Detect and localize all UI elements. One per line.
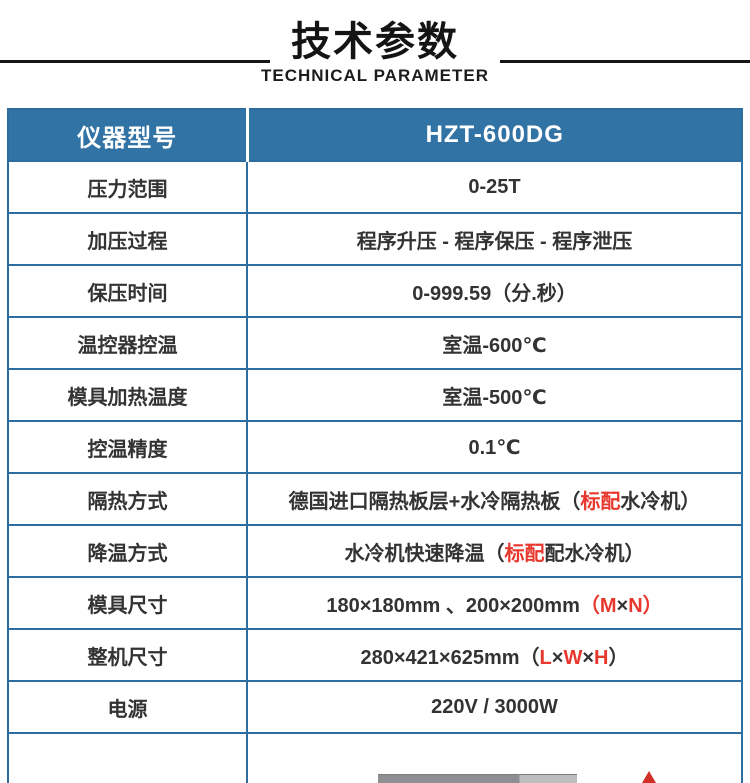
highlight-text: 标配 [504,542,545,565]
value-text: 水冷机快速降温（ [344,542,505,565]
table-row: 加压过程 程序升压 - 程序保压 - 程序泄压 [7,212,743,266]
value-text: 程序升压 - 程序保压 - 程序泄压 [356,230,633,253]
param-label: 降温方式 [7,524,248,578]
table-row: 整机尺寸 280×421×625mm（L×W×H） [7,628,743,682]
highlight-text: N） [628,594,663,617]
table-row: 模具尺寸 180×180mm 、200×200mm（M×N） [7,576,743,630]
value-text: 0-25T [468,175,521,198]
param-label: 压力范围 [7,160,248,214]
page-subtitle: TECHNICAL PARAMETER [260,66,490,85]
table-row: 隔热方式 德国进口隔热板层+水冷隔热板（标配水冷机） [7,472,743,526]
value-text: ） [608,646,629,669]
param-value-image [246,732,743,783]
table-header-row: 仪器型号 HZT-600DG [7,108,743,162]
header-cell-model-value: HZT-600DG [245,108,743,162]
table-row: 控温精度 0.1℃ [7,420,743,474]
table-row: 压力范围 0-25T [7,160,743,214]
param-label: 控温精度 [7,420,248,474]
machine-photo [378,774,577,783]
param-value: 室温-500℃ [246,368,743,422]
value-text: 220V / 3000W [431,695,558,718]
param-value: 室温-600℃ [246,316,743,370]
highlight-text: （M [579,594,617,617]
param-value: 0-999.59（分.秒） [246,264,743,318]
highlight-text: W [563,646,583,669]
param-label: 温控器控温 [7,316,248,370]
value-text: × [616,594,629,617]
param-value: 220V / 3000W [246,680,743,734]
highlight-text: L [539,646,552,669]
value-text: 室温-500℃ [442,386,547,409]
value-text: 180×180mm 、200×200mm [326,594,580,617]
param-value: 0-25T [246,160,743,214]
value-text: × [551,646,564,669]
value-text: 0.1℃ [468,436,521,459]
table-row-image [7,732,743,783]
value-text: 配水冷机） [544,542,645,565]
red-triangle-up-icon [642,771,656,783]
param-label: 电源 [7,680,248,734]
header-cell-model-label: 仪器型号 [7,108,248,162]
value-text: 0-999.59（分.秒） [412,282,577,305]
param-value: 280×421×625mm（L×W×H） [246,628,743,682]
parameters-table: 仪器型号 HZT-600DG 压力范围 0-25T 加压过程 程序升压 - 程序保压 … [7,108,743,783]
title-rule-left [0,60,270,63]
param-label: 加压过程 [7,212,248,266]
table-row: 降温方式 水冷机快速降温（标配配水冷机） [7,524,743,578]
param-value: 180×180mm 、200×200mm（M×N） [246,576,743,630]
title-block: 技术参数 TECHNICAL PARAMETER [0,0,750,108]
table-row: 保压时间 0-999.59（分.秒） [7,264,743,318]
page-title: 技术参数 [291,20,459,64]
param-label-empty [7,732,248,783]
param-value: 德国进口隔热板层+水冷隔热板（标配水冷机） [246,472,743,526]
param-value: 0.1℃ [246,420,743,474]
param-label: 保压时间 [7,264,248,318]
table-body: 压力范围 0-25T 加压过程 程序升压 - 程序保压 - 程序泄压保压时间 0-999… [7,160,743,734]
value-text: 德国进口隔热板层+水冷隔热板（ [288,490,581,513]
title-rule-right [500,60,750,63]
param-value: 水冷机快速降温（标配配水冷机） [246,524,743,578]
param-label: 隔热方式 [7,472,248,526]
table-row: 温控器控温 室温-600℃ [7,316,743,370]
param-label: 整机尺寸 [7,628,248,682]
table-row: 模具加热温度 室温-500℃ [7,368,743,422]
highlight-text: 标配 [580,490,621,513]
table-row: 电源 220V / 3000W [7,680,743,734]
highlight-text: H [594,646,609,669]
value-text: 280×421×625mm（ [360,646,540,669]
value-text: 水冷机） [620,490,701,513]
value-text: × [582,646,595,669]
value-text: 室温-600℃ [442,334,547,357]
param-label: 模具尺寸 [7,576,248,630]
param-label: 模具加热温度 [7,368,248,422]
table-image-body [7,732,743,783]
table-head: 仪器型号 HZT-600DG [7,108,743,162]
param-value: 程序升压 - 程序保压 - 程序泄压 [246,212,743,266]
